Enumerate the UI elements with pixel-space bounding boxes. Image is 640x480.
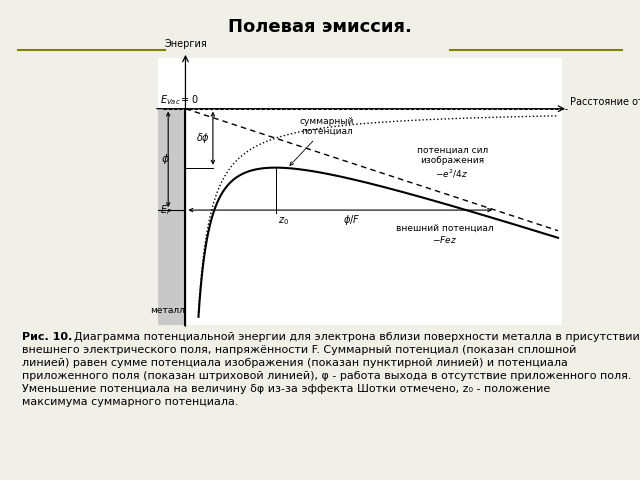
Text: Рис. 10.: Рис. 10.	[22, 332, 72, 342]
Text: $E_F$: $E_F$	[159, 203, 172, 217]
Text: $E_{Vac}= 0$: $E_{Vac}= 0$	[159, 93, 198, 107]
Text: потенциал сил
изображения
$-e^2/4z$: потенциал сил изображения $-e^2/4z$	[417, 146, 488, 180]
Text: $\phi/F$: $\phi/F$	[343, 213, 361, 227]
Bar	[158, 108, 186, 325]
Text: металл: металл	[150, 306, 185, 315]
Text: Полевая эмиссия.: Полевая эмиссия.	[228, 18, 412, 36]
Text: $\delta\phi$: $\delta\phi$	[196, 131, 210, 145]
Text: приложенного поля (показан штриховой линией), φ - работа выхода в отсутствие при: приложенного поля (показан штриховой лин…	[22, 371, 632, 381]
Text: $\phi$: $\phi$	[161, 152, 170, 167]
Text: линией) равен сумме потенциала изображения (показан пунктирной линией) и потенци: линией) равен сумме потенциала изображен…	[22, 358, 568, 368]
Text: внешний потенциал
$-Fez$: внешний потенциал $-Fez$	[396, 224, 493, 245]
Text: внешнего электрического поля, напряжённости F. Суммарный потенциал (показан спло: внешнего электрического поля, напряжённо…	[22, 345, 577, 355]
Bar	[158, 58, 562, 325]
Text: Диаграмма потенциальной энергии для электрона вблизи поверхности металла в прису: Диаграмма потенциальной энергии для элек…	[74, 332, 640, 342]
Text: Уменьшение потенциала на величину δφ из-за эффекта Шотки отмечено, z₀ - положени: Уменьшение потенциала на величину δφ из-…	[22, 384, 550, 394]
Text: Энергия: Энергия	[164, 39, 207, 49]
Text: максимума суммарного потенциала.: максимума суммарного потенциала.	[22, 397, 239, 407]
Text: $z_0$: $z_0$	[278, 215, 289, 227]
Text: Расстояние от поверхности, z: Расстояние от поверхности, z	[570, 96, 640, 107]
Text: суммарный
потенциал: суммарный потенциал	[290, 117, 354, 166]
